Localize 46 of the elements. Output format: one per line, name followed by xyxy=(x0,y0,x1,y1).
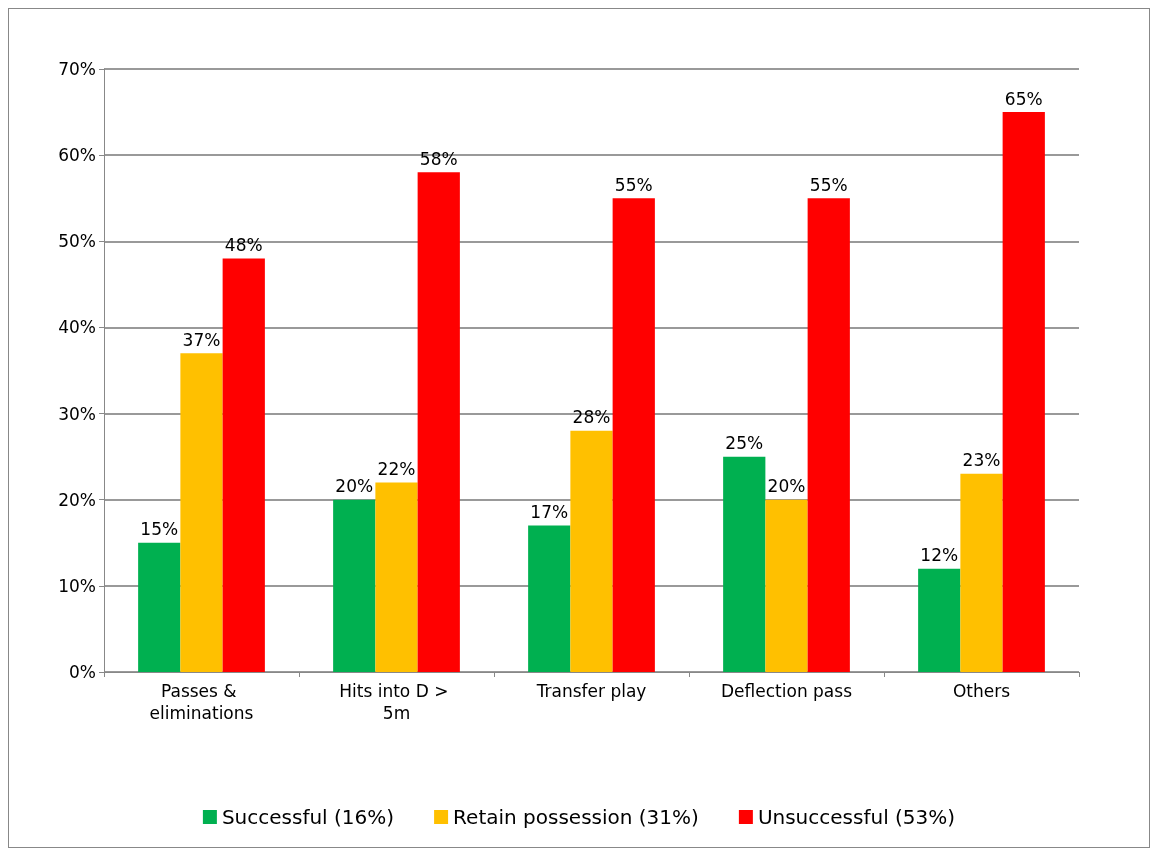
y-tick-label: 40% xyxy=(58,317,96,338)
x-tick-label: Others xyxy=(952,681,1011,701)
y-tick-label: 70% xyxy=(58,59,96,79)
legend-label: Retain possession (31%) xyxy=(453,805,699,829)
bar xyxy=(1002,112,1045,672)
y-tick-label: 10% xyxy=(58,575,96,596)
x-tick-label: Deflection pass xyxy=(721,681,853,701)
data-label: 55% xyxy=(809,174,848,195)
data-label: 55% xyxy=(614,174,653,195)
bar xyxy=(723,456,766,672)
legend-label: Unsuccessful (53%) xyxy=(757,805,956,829)
y-tick-label: 20% xyxy=(58,489,96,510)
y-tick-label: 30% xyxy=(58,403,96,424)
data-label: 58% xyxy=(419,148,458,169)
data-label: 28% xyxy=(572,407,611,428)
bar xyxy=(570,430,613,672)
y-tick-label: 0% xyxy=(69,662,96,682)
data-label: 48% xyxy=(224,235,263,256)
data-label: 23% xyxy=(962,450,1001,471)
bar xyxy=(180,353,223,672)
bar xyxy=(960,473,1003,672)
x-tick-label: Passes & eliminations xyxy=(149,681,254,723)
bar xyxy=(333,499,376,672)
bar xyxy=(807,198,850,672)
data-label: 65% xyxy=(1004,88,1043,109)
data-label: 37% xyxy=(182,329,221,350)
y-tick-label: 50% xyxy=(58,231,96,252)
data-label: 17% xyxy=(530,502,569,523)
data-label: 12% xyxy=(920,545,959,566)
data-label: 20% xyxy=(335,476,374,497)
data-label: 20% xyxy=(767,476,806,497)
bar xyxy=(528,525,571,672)
bar xyxy=(765,499,808,672)
data-label: 22% xyxy=(377,458,416,479)
data-label: 25% xyxy=(725,433,764,454)
bar xyxy=(612,198,655,672)
legend-label: Successful (16%) xyxy=(221,805,395,829)
y-tick-label: 60% xyxy=(58,145,96,166)
bar xyxy=(222,258,265,672)
bar xyxy=(918,568,961,672)
x-tick-label: Transfer play xyxy=(535,681,647,701)
data-label: 15% xyxy=(140,519,179,540)
bar xyxy=(375,482,418,672)
x-tick-label: Hits into D > 5m xyxy=(339,681,454,723)
bar xyxy=(417,172,460,672)
bar xyxy=(138,542,181,672)
